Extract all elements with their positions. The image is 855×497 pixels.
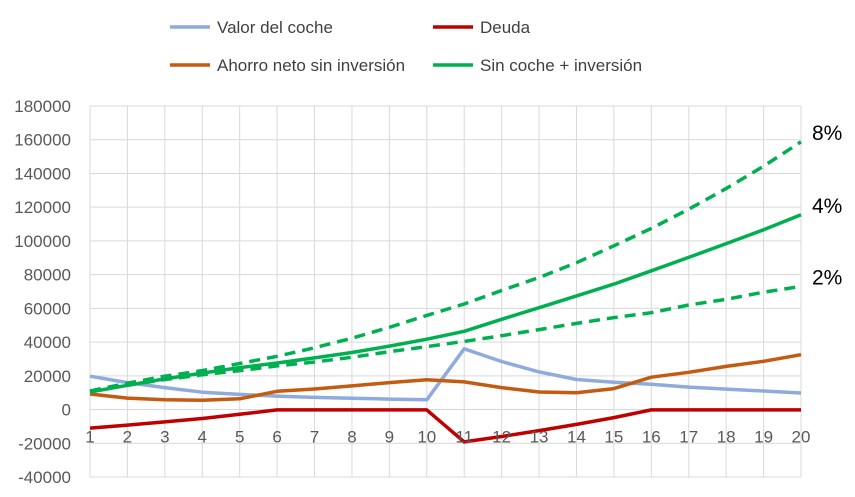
x-tick-label: 20 xyxy=(792,428,811,447)
x-tick-label: 17 xyxy=(679,428,698,447)
series-line xyxy=(89,408,801,444)
series-line xyxy=(89,347,802,402)
x-tick-label: 12 xyxy=(492,428,511,447)
x-tick-label: 8 xyxy=(347,428,356,447)
x-tick-label: 16 xyxy=(642,428,661,447)
series-line xyxy=(89,213,802,394)
legend-label: Deuda xyxy=(480,18,531,37)
series-line xyxy=(89,140,802,393)
series-lines xyxy=(89,140,802,444)
y-tick-label: -40000 xyxy=(18,468,71,487)
legend-label: Ahorro neto sin inversión xyxy=(217,56,405,75)
y-axis-tick-labels: 180000 160000 140000 120000 100000 80000 60000… xyxy=(14,97,71,487)
x-tick-label: 10 xyxy=(417,428,436,447)
y-tick-label: 100000 xyxy=(14,232,71,251)
annotation-label: 8% xyxy=(812,122,842,145)
x-tick-label: 11 xyxy=(455,428,473,447)
y-tick-label: 120000 xyxy=(14,198,71,217)
annotations: 8% 4% 2% xyxy=(812,122,842,290)
y-tick-label: 80000 xyxy=(24,266,71,285)
x-tick-label: 14 xyxy=(567,428,586,447)
x-tick-label: 9 xyxy=(385,428,394,447)
x-tick-label: 6 xyxy=(272,428,281,447)
x-tick-label: 4 xyxy=(198,428,207,447)
x-axis-tick-labels: 1 2 3 4 5 6 7 8 9 10 11 12 13 14 15 16 17 18 19 20 xyxy=(85,428,810,447)
y-tick-label: -20000 xyxy=(18,434,71,453)
annotation-label: 4% xyxy=(812,195,842,218)
gridlines xyxy=(89,105,802,478)
series-line xyxy=(89,352,802,403)
annotation-label: 2% xyxy=(812,266,842,289)
legend-label: Sin coche + inversión xyxy=(480,56,642,75)
x-tick-label: 5 xyxy=(235,428,244,447)
y-tick-label: 0 xyxy=(62,401,71,420)
y-tick-label: 140000 xyxy=(14,164,71,183)
y-tick-label: 160000 xyxy=(14,131,71,150)
x-tick-label: 1 xyxy=(85,428,94,447)
y-tick-label: 180000 xyxy=(14,97,71,116)
series-line xyxy=(89,284,802,394)
y-tick-label: 40000 xyxy=(24,333,71,352)
x-tick-label: 15 xyxy=(604,428,623,447)
x-tick-label: 2 xyxy=(123,428,132,447)
x-tick-label: 13 xyxy=(530,428,549,447)
x-tick-label: 3 xyxy=(160,428,169,447)
legend-label: Valor del coche xyxy=(217,18,333,37)
x-tick-label: 18 xyxy=(717,428,736,447)
y-tick-label: 20000 xyxy=(24,367,71,386)
y-tick-label: 60000 xyxy=(24,299,71,318)
x-tick-label: 7 xyxy=(310,428,319,447)
legend: Valor del coche Deuda Ahorro neto sin inve… xyxy=(170,18,642,75)
x-tick-label: 19 xyxy=(754,428,773,447)
